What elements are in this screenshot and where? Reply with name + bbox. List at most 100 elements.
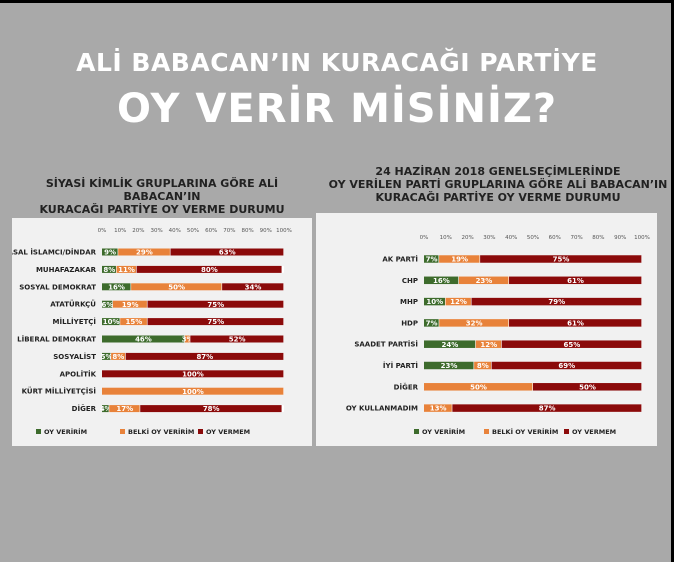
data-label: 17% bbox=[116, 405, 133, 413]
bar-segment bbox=[424, 383, 533, 391]
left-chart-title-line: SİYASİ KİMLİK GRUPLARINA GÖRE ALİ BABACA… bbox=[45, 177, 279, 203]
data-label: 75% bbox=[207, 318, 224, 326]
bar-segment bbox=[131, 283, 222, 291]
left-chart: 0% 10% 20% 30% 40% 50% 60% 70% 80% 90% 100% SİYASAL… bbox=[12, 228, 292, 436]
bar-segment bbox=[102, 283, 131, 291]
bar-segment bbox=[458, 276, 509, 285]
x-tick-label: 40% bbox=[169, 228, 181, 234]
x-tick-label: 100% bbox=[276, 228, 292, 234]
data-label: 7% bbox=[426, 320, 438, 328]
data-label: 4% bbox=[100, 405, 112, 413]
data-label: 75% bbox=[207, 301, 224, 309]
data-label: 19% bbox=[451, 256, 468, 264]
legend-swatch bbox=[564, 429, 569, 434]
data-label: 65% bbox=[563, 341, 580, 349]
bar-segment bbox=[102, 318, 120, 326]
right-border bbox=[671, 0, 674, 562]
bar-segment bbox=[184, 335, 190, 343]
data-label: 61% bbox=[567, 277, 584, 285]
right-chart-title-line: OY VERİLEN PARTİ GRUPLARINA GÖRE ALİ BAB… bbox=[328, 178, 668, 191]
right-chart-title-line: 24 HAZİRAN 2018 GENELSEÇİMLERİNDE bbox=[375, 165, 621, 178]
data-label: 12% bbox=[450, 298, 467, 306]
category-label: MUHAFAZAKAR bbox=[36, 266, 97, 274]
bar-segment bbox=[102, 352, 111, 360]
bar-segment bbox=[424, 255, 439, 263]
headline-line-2: OY VERİR MİSİNİZ? bbox=[116, 86, 558, 132]
data-label: 69% bbox=[558, 362, 575, 370]
bar-segment bbox=[439, 255, 480, 263]
data-label: 8% bbox=[112, 353, 124, 361]
legend-swatch bbox=[414, 429, 419, 434]
category-label: MİLLİYETÇİ bbox=[53, 317, 96, 326]
bar-segment bbox=[102, 335, 185, 343]
top-border bbox=[0, 0, 674, 3]
data-label: 63% bbox=[219, 249, 236, 257]
bar-segment bbox=[424, 340, 476, 348]
data-label: 52% bbox=[229, 336, 246, 344]
data-label: 23% bbox=[476, 277, 493, 285]
bar-segment bbox=[475, 340, 502, 348]
x-tick-label: 30% bbox=[150, 228, 162, 234]
legend-swatch bbox=[198, 429, 203, 434]
data-label: 15% bbox=[125, 318, 142, 326]
category-label: SOSYALİST bbox=[53, 352, 96, 361]
category-label: SAADET PARTİSİ bbox=[354, 340, 418, 349]
legend-swatch bbox=[36, 429, 41, 434]
data-label: 10% bbox=[426, 298, 443, 306]
data-label: 61% bbox=[567, 320, 584, 328]
right-chart-title-line: KURACAĞI PARTİYE OY VERME DURUMU bbox=[375, 191, 621, 204]
category-label: APOLİTİK bbox=[60, 369, 97, 378]
data-label: 3% bbox=[182, 336, 194, 344]
data-label: 32% bbox=[466, 320, 483, 328]
data-label: 87% bbox=[539, 405, 556, 413]
data-label: 16% bbox=[108, 283, 125, 291]
bar-segment bbox=[509, 276, 642, 285]
bar-segment bbox=[222, 283, 284, 291]
category-label: DİĞER bbox=[394, 382, 419, 391]
bar-segment bbox=[170, 248, 284, 256]
bar-segment bbox=[439, 319, 509, 327]
data-label: 8% bbox=[477, 362, 489, 370]
x-tick-label: 70% bbox=[570, 235, 582, 241]
data-label: 34% bbox=[245, 283, 262, 291]
x-tick-label: 90% bbox=[260, 228, 272, 234]
data-label: 79% bbox=[548, 298, 565, 306]
data-label: 50% bbox=[579, 383, 596, 391]
data-label: 87% bbox=[196, 353, 213, 361]
legend-label: OY VERİRİM bbox=[44, 427, 87, 436]
category-label: İYİ PARTİ bbox=[383, 361, 418, 370]
right-chart-title: 24 HAZİRAN 2018 GENELSEÇİMLERİNDE OY VER… bbox=[326, 165, 670, 204]
x-tick-label: 10% bbox=[114, 228, 126, 234]
data-label: 8% bbox=[103, 266, 115, 274]
data-label: 12% bbox=[480, 341, 497, 349]
x-tick-label: 0% bbox=[420, 235, 429, 241]
x-tick-label: 10% bbox=[440, 235, 452, 241]
bar-segment bbox=[501, 340, 642, 348]
bar-segment bbox=[424, 404, 452, 412]
category-label: AK PARTİ bbox=[382, 255, 418, 264]
bar-segment bbox=[147, 318, 284, 326]
x-tick-label: 30% bbox=[483, 235, 495, 241]
bar-segment bbox=[533, 383, 642, 391]
bar-segment bbox=[120, 318, 147, 326]
bar-segment bbox=[125, 352, 284, 360]
legend-label: OY VERİRİM bbox=[422, 427, 465, 436]
bar-segment bbox=[140, 405, 282, 413]
x-tick-label: 20% bbox=[461, 235, 473, 241]
bar-segment bbox=[102, 265, 116, 273]
x-tick-label: 60% bbox=[205, 228, 217, 234]
bar-segment bbox=[102, 370, 284, 378]
bar-segment bbox=[102, 248, 118, 256]
category-label: SOSYAL DEMOKRAT bbox=[19, 283, 96, 291]
category-label: ATATÜRKÇÜ bbox=[50, 300, 96, 309]
x-tick-label: 50% bbox=[187, 228, 199, 234]
bar-segment bbox=[491, 361, 642, 370]
data-label: 9% bbox=[104, 249, 116, 257]
bar-segment bbox=[118, 248, 170, 256]
bar-segment bbox=[471, 297, 642, 306]
data-label: 7% bbox=[426, 256, 438, 264]
data-label: 75% bbox=[553, 256, 570, 264]
bar-segment bbox=[424, 361, 474, 370]
data-label: 19% bbox=[122, 301, 139, 309]
x-tick-label: 0% bbox=[98, 228, 107, 234]
